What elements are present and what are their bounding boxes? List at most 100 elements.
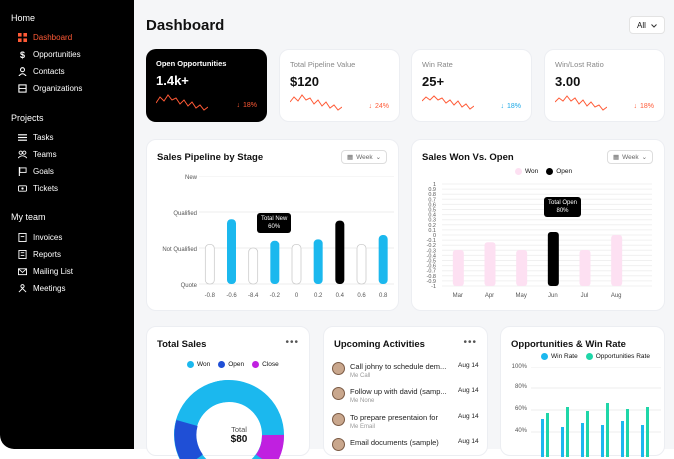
y-tick-label: -0.1 bbox=[427, 238, 436, 244]
legend-label: Open bbox=[556, 168, 573, 176]
bar-won bbox=[579, 250, 591, 286]
total-sales-legend: Won Open Close bbox=[187, 361, 279, 368]
ticket-icon bbox=[18, 184, 27, 193]
won-open-tooltip: Total Open 80% bbox=[544, 197, 582, 217]
sidebar-item-opportunities[interactable]: $ Opportunities bbox=[18, 49, 81, 60]
tooltip-value: 60% bbox=[268, 224, 281, 230]
kpi-value: 3.00 bbox=[555, 74, 581, 89]
legend-item-won: Won bbox=[187, 361, 210, 368]
y-tick-label: 0 bbox=[433, 233, 436, 239]
pipeline-bar bbox=[204, 244, 215, 285]
activity-title: To prepare presentaion for bbox=[350, 413, 438, 422]
legend-label: Won bbox=[525, 168, 539, 176]
legend-item-open: Open bbox=[546, 168, 572, 175]
sidebar-item-meetings[interactable]: Meetings bbox=[18, 284, 65, 293]
kpi-change: ↓ 18% bbox=[236, 102, 257, 109]
opp-win-card: Opportunities & Win Rate Win Rate Opport… bbox=[500, 326, 665, 457]
pipeline-bar bbox=[270, 240, 280, 284]
pipeline-bar bbox=[378, 235, 388, 284]
mail-icon bbox=[18, 267, 27, 276]
kpi-change-value: 18% bbox=[242, 102, 257, 109]
sidebar-item-label: Goals bbox=[33, 167, 54, 176]
activity-item[interactable]: To prepare presentaion for Me Email Aug 1… bbox=[332, 413, 482, 430]
pipeline-bar bbox=[291, 244, 302, 285]
y-tick-label: 0.4 bbox=[428, 213, 436, 219]
legend-label: Win Rate bbox=[551, 353, 578, 361]
tooltip-title: Total Open bbox=[548, 200, 578, 206]
more-options-icon[interactable]: ••• bbox=[463, 337, 477, 348]
legend-item-win-rate: Win Rate bbox=[541, 353, 578, 360]
won-open-legend: Won Open bbox=[515, 168, 572, 175]
activity-sub: Me None bbox=[350, 398, 375, 404]
pipeline-card: Sales Pipeline by Stage ▦ Week ⌄ New Qua… bbox=[146, 139, 399, 311]
sidebar-item-reports[interactable]: Reports bbox=[18, 250, 61, 259]
x-tick-label: 0 bbox=[294, 293, 299, 299]
legend-label: Open bbox=[228, 361, 245, 369]
calendar-icon: ▦ bbox=[613, 154, 620, 161]
y-tick-label: 40% bbox=[514, 428, 527, 434]
total-sales-title: Total Sales bbox=[157, 339, 207, 350]
bar-opportunities-rate bbox=[566, 407, 569, 457]
user-icon bbox=[18, 67, 27, 76]
org-icon bbox=[18, 84, 27, 93]
avatar bbox=[332, 413, 345, 426]
kpi-change: ↓ 18% bbox=[633, 103, 654, 110]
y-tick-label: 80% bbox=[514, 384, 527, 390]
activity-date: Aug 14 bbox=[458, 438, 479, 445]
sidebar-item-invoices[interactable]: Invoices bbox=[18, 233, 62, 242]
main-area: Dashboard All Open Opportunities 1.4k+ ↓… bbox=[134, 0, 674, 459]
x-tick-label: -0.8 bbox=[204, 293, 215, 299]
legend-item-won: Won bbox=[515, 168, 538, 175]
x-tick-label: Apr bbox=[484, 293, 495, 299]
pipeline-week-dropdown[interactable]: ▦ Week ⌄ bbox=[341, 150, 388, 164]
sidebar-item-contacts[interactable]: Contacts bbox=[18, 67, 65, 76]
y-tick-label: New bbox=[184, 175, 197, 181]
kpi-card-win-lost-ratio[interactable]: Win/Lost Ratio 3.00 ↓ 18% bbox=[544, 49, 665, 122]
activities-card: Upcoming Activities ••• Call johny to sc… bbox=[323, 326, 488, 456]
kpi-label: Win/Lost Ratio bbox=[555, 60, 604, 69]
bar-opportunities-rate bbox=[606, 403, 609, 457]
kpi-change-value: 24% bbox=[374, 103, 389, 110]
sidebar-item-dashboard[interactable]: Dashboard bbox=[18, 33, 72, 42]
sidebar-item-teams[interactable]: Teams bbox=[18, 150, 57, 159]
sidebar-item-label: Mailing List bbox=[33, 267, 74, 276]
chevron-down-icon: ⌄ bbox=[375, 154, 382, 161]
sidebar-item-label: Meetings bbox=[33, 284, 66, 293]
pipeline-bar bbox=[248, 247, 259, 285]
won-open-week-dropdown[interactable]: ▦ Week ⌄ bbox=[607, 150, 654, 164]
y-tick-label: -0.5 bbox=[427, 259, 436, 265]
avatar bbox=[332, 387, 345, 400]
activity-item[interactable]: Email documents (sample) Aug 14 bbox=[332, 438, 482, 451]
list-icon bbox=[18, 133, 27, 142]
avatar bbox=[332, 438, 345, 451]
kpi-label: Win Rate bbox=[422, 60, 453, 69]
x-tick-label: -0.2 bbox=[269, 293, 280, 299]
kpi-change-value: 18% bbox=[506, 103, 521, 110]
kpi-card-total-pipeline[interactable]: Total Pipeline Value $120 ↓ 24% bbox=[279, 49, 400, 122]
sidebar-item-label: Invoices bbox=[33, 233, 63, 242]
activity-item[interactable]: Call johny to schedule dem... Me Call Aug… bbox=[332, 362, 482, 379]
bar-won bbox=[452, 250, 464, 286]
bar-win-rate bbox=[541, 419, 544, 457]
dollar-icon: $ bbox=[19, 49, 25, 60]
more-options-icon[interactable]: ••• bbox=[285, 337, 299, 348]
y-tick-label: 0.3 bbox=[428, 218, 436, 224]
sidebar-item-mailing-list[interactable]: Mailing List bbox=[18, 267, 73, 276]
x-tick-label: Jun bbox=[547, 293, 558, 299]
sidebar: Home Dashboard $ Opportunities Contacts … bbox=[0, 0, 134, 449]
x-tick-label: May bbox=[515, 293, 527, 299]
tooltip-value: 80% bbox=[556, 208, 569, 214]
won-open-title: Sales Won Vs. Open bbox=[422, 152, 514, 163]
kpi-card-win-rate[interactable]: Win Rate 25+ ↓ 18% bbox=[411, 49, 532, 122]
y-tick-label: -0.4 bbox=[427, 253, 436, 259]
sidebar-item-organizations[interactable]: Organizations bbox=[18, 84, 82, 93]
kpi-card-open-opportunities[interactable]: Open Opportunities 1.4k+ ↓ 18% bbox=[146, 49, 267, 122]
activity-item[interactable]: Follow up with david (samp... Me None Aug… bbox=[332, 387, 482, 404]
kpi-change-value: 18% bbox=[639, 103, 654, 110]
sidebar-item-tickets[interactable]: Tickets bbox=[18, 184, 58, 193]
filter-dropdown[interactable]: All bbox=[629, 16, 665, 34]
sidebar-item-goals[interactable]: Goals bbox=[18, 167, 54, 176]
y-tick-label: -0.7 bbox=[427, 269, 436, 275]
total-sales-card: Total Sales ••• Won Open Close Total $80 bbox=[146, 326, 310, 459]
sidebar-item-tasks[interactable]: Tasks bbox=[18, 133, 53, 142]
